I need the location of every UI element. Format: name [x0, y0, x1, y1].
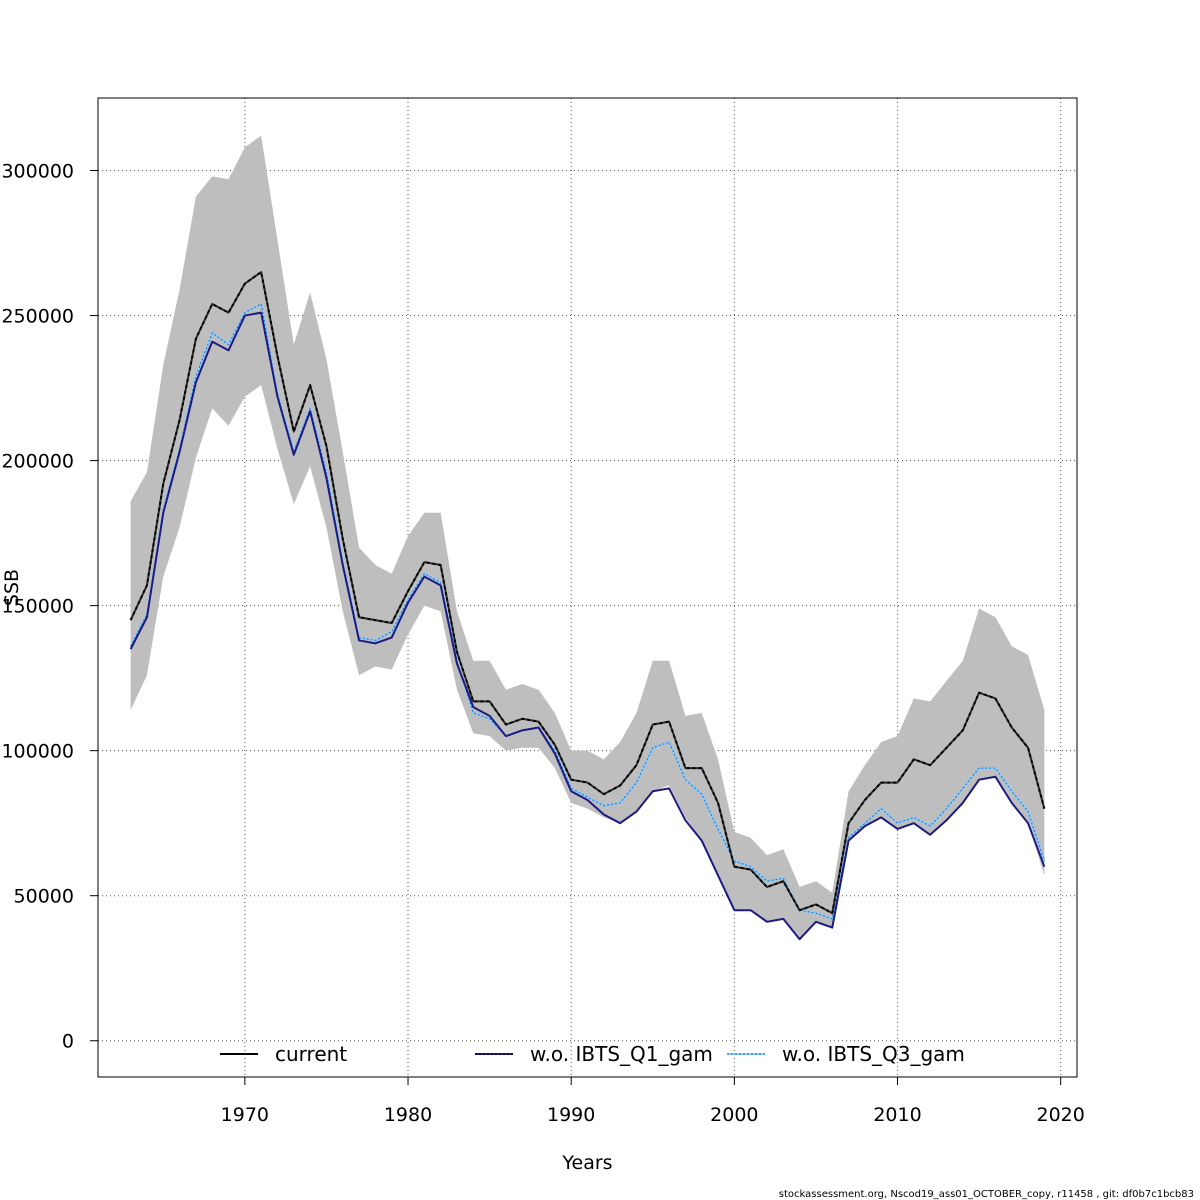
- y-tick-label: 200000: [1, 451, 74, 473]
- legend-label: w.o. IBTS_Q1_gam: [530, 1042, 713, 1066]
- y-axis-title: SSB: [1, 569, 23, 606]
- y-axis: 0 50000 100000 150000 200000 250000 300000: [1, 161, 98, 1053]
- legend: current w.o. IBTS_Q1_gam w.o. IBTS_Q3_gam: [220, 1042, 965, 1066]
- x-axis-title: Years: [561, 1152, 612, 1174]
- x-tick-label: 2010: [873, 1104, 921, 1126]
- series-lines: [129, 271, 1046, 941]
- y-tick-label: 50000: [14, 886, 74, 908]
- y-tick-label: 0: [62, 1031, 74, 1053]
- series-line-0-dash: [129, 271, 1046, 915]
- x-tick-label: 2020: [1037, 1104, 1085, 1126]
- x-tick-label: 1970: [221, 1104, 269, 1126]
- y-tick-label: 100000: [1, 741, 74, 763]
- y-tick-label: 250000: [1, 306, 74, 328]
- confidence-band-area: [130, 135, 1045, 940]
- series-line-1: [129, 311, 1046, 941]
- x-tick-label: 2000: [710, 1104, 758, 1126]
- confidence-band: [130, 135, 1045, 940]
- legend-label: current: [275, 1042, 347, 1066]
- x-tick-label: 1980: [384, 1104, 432, 1126]
- x-axis: 1970 1980 1990 2000 2010 2020: [221, 1077, 1085, 1126]
- y-tick-label: 150000: [1, 596, 74, 618]
- footnote: stockassessment.org, Nscod19_ass01_OCTOB…: [779, 1189, 1194, 1200]
- plot-frame: [97, 97, 1078, 1078]
- y-tick-label: 300000: [1, 161, 74, 183]
- x-tick-label: 1990: [547, 1104, 595, 1126]
- legend-label: w.o. IBTS_Q3_gam: [782, 1042, 965, 1066]
